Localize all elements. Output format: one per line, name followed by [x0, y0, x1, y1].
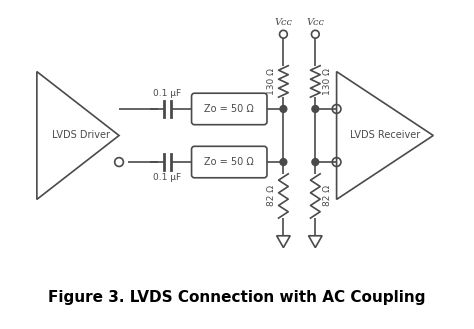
Circle shape: [280, 106, 287, 113]
Text: LVDS Driver: LVDS Driver: [53, 131, 110, 140]
Text: 130 Ω: 130 Ω: [323, 68, 332, 95]
Text: 82 Ω: 82 Ω: [323, 186, 332, 207]
Text: 130 Ω: 130 Ω: [267, 68, 276, 95]
Text: Vᴄᴄ: Vᴄᴄ: [274, 18, 292, 27]
Text: Vᴄᴄ: Vᴄᴄ: [306, 18, 324, 27]
Text: Figure 3. LVDS Connection with AC Coupling: Figure 3. LVDS Connection with AC Coupli…: [48, 290, 426, 305]
Text: 0.1 μF: 0.1 μF: [153, 173, 182, 182]
FancyBboxPatch shape: [191, 146, 267, 178]
Text: LVDS Receiver: LVDS Receiver: [350, 131, 420, 140]
Text: Zo = 50 Ω: Zo = 50 Ω: [204, 157, 254, 167]
Circle shape: [312, 106, 319, 113]
Circle shape: [280, 159, 287, 165]
Text: 82 Ω: 82 Ω: [267, 186, 276, 207]
FancyBboxPatch shape: [191, 93, 267, 125]
Circle shape: [312, 159, 319, 165]
Text: 0.1 μF: 0.1 μF: [153, 89, 182, 98]
Text: Zo = 50 Ω: Zo = 50 Ω: [204, 104, 254, 114]
